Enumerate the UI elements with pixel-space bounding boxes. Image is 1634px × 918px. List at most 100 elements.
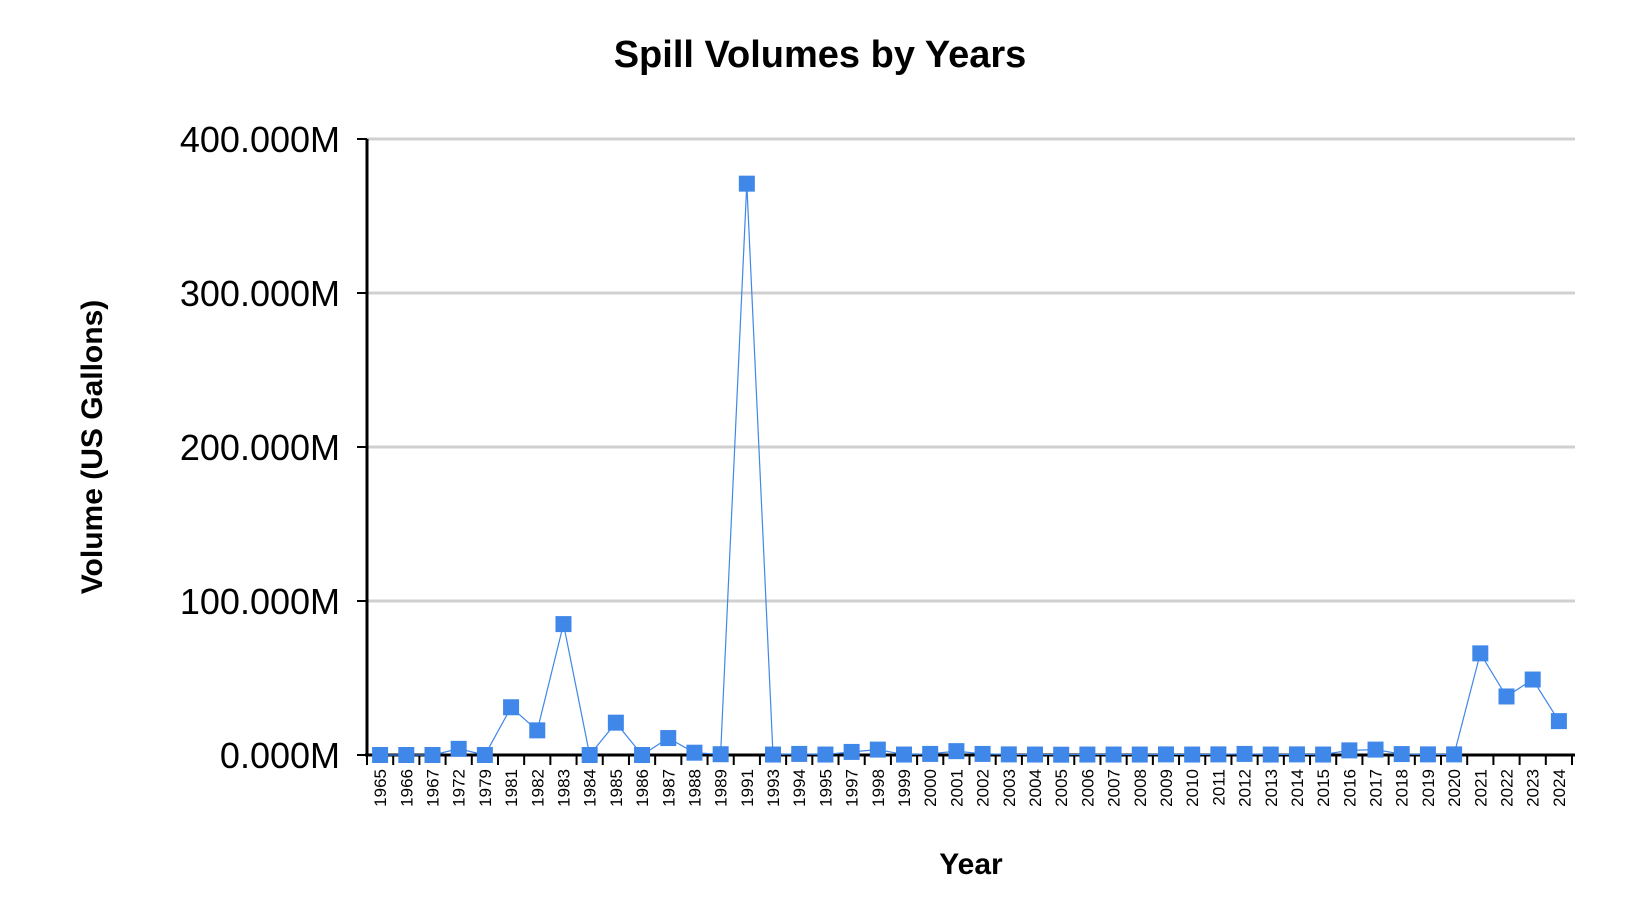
- x-tick-label: 2021: [1471, 769, 1490, 807]
- x-tick-label: 2006: [1078, 769, 1097, 807]
- x-tick-label: 1979: [476, 769, 495, 807]
- data-point-2019: [1419, 746, 1436, 763]
- x-tick-label: 2022: [1498, 769, 1517, 807]
- series-line-group: [380, 183, 1560, 757]
- data-point-1998: [869, 741, 886, 758]
- y-tick-label: 400.000M: [180, 119, 340, 160]
- x-tick-label: 2012: [1236, 769, 1255, 807]
- data-point-2018: [1393, 746, 1410, 763]
- x-tick-label: 1986: [633, 769, 652, 807]
- data-point-2002: [974, 745, 991, 762]
- data-point-2017: [1367, 741, 1384, 758]
- x-tick-label: 1965: [371, 769, 390, 807]
- data-point-2014: [1288, 746, 1305, 763]
- x-tick-label: 1984: [581, 769, 600, 807]
- x-tick-label: 2016: [1340, 769, 1359, 807]
- x-tick-label: 1972: [450, 769, 469, 807]
- data-point-2023: [1524, 671, 1541, 688]
- data-point-2010: [1184, 746, 1201, 763]
- data-point-2015: [1315, 746, 1332, 763]
- x-tick-label: 2018: [1393, 769, 1412, 807]
- x-tick-label: 2014: [1288, 769, 1307, 807]
- x-tick-label: 2002: [974, 769, 993, 807]
- y-tick-label: 300.000M: [180, 273, 340, 314]
- x-tick-label: 1998: [869, 769, 888, 807]
- data-point-2024: [1550, 713, 1567, 730]
- data-point-2016: [1341, 742, 1358, 759]
- data-point-2012: [1236, 745, 1253, 762]
- x-tick-label: 1989: [712, 769, 731, 807]
- data-point-1985: [607, 714, 624, 731]
- x-tick-label: 1988: [685, 769, 704, 807]
- gridlines: [367, 137, 1575, 603]
- x-tick-label: 2019: [1419, 769, 1438, 807]
- x-tick-label: 1994: [790, 769, 809, 807]
- data-point-2005: [1053, 746, 1070, 763]
- x-axis-title: Year: [939, 848, 1003, 881]
- data-point-1967: [424, 747, 441, 763]
- x-tick-label: 2017: [1367, 769, 1386, 807]
- data-point-1987: [660, 730, 677, 747]
- x-tick-label: 2009: [1157, 769, 1176, 807]
- y-tick-label: 0.000M: [220, 735, 340, 776]
- x-tick-label: 2008: [1131, 769, 1150, 807]
- data-point-1982: [529, 722, 546, 739]
- data-point-2007: [1105, 746, 1122, 763]
- data-point-1995: [817, 746, 834, 763]
- x-tick-label: 1985: [607, 769, 626, 807]
- data-point-1965: [372, 747, 389, 763]
- data-point-2013: [1262, 746, 1279, 763]
- data-point-2022: [1498, 688, 1515, 705]
- data-point-1984: [581, 747, 598, 763]
- x-tick-label: 2020: [1445, 769, 1464, 807]
- chart-title: Spill Volumes by Years: [614, 34, 1027, 76]
- x-tick-label: 1982: [528, 769, 547, 807]
- series-line: [380, 183, 1560, 757]
- x-tick-label: 2013: [1262, 769, 1281, 807]
- data-point-1997: [843, 743, 860, 760]
- data-point-2011: [1210, 746, 1227, 763]
- x-tick-label: 2001: [947, 769, 966, 807]
- data-point-1966: [398, 747, 415, 763]
- data-point-1991: [738, 175, 755, 192]
- x-tick-label: 2015: [1314, 769, 1333, 807]
- data-point-1972: [450, 740, 467, 757]
- data-point-2003: [1000, 746, 1017, 763]
- data-point-1986: [634, 747, 651, 763]
- x-tick-label: 2024: [1550, 769, 1569, 807]
- x-tick-label: 1995: [816, 769, 835, 807]
- x-tick-label: 2007: [1105, 769, 1124, 807]
- data-point-1993: [765, 746, 782, 763]
- x-tick-label: 1981: [502, 769, 521, 807]
- x-tick-label: 1987: [659, 769, 678, 807]
- x-tick-label: 2005: [1052, 769, 1071, 807]
- x-tick-label: 1966: [397, 769, 416, 807]
- x-tick-label: 2011: [1209, 769, 1228, 806]
- data-point-2004: [1026, 746, 1043, 763]
- data-point-2020: [1446, 746, 1463, 763]
- x-tick-label: 2003: [1000, 769, 1019, 807]
- y-axis-title: Volume (US Gallons): [76, 300, 109, 594]
- data-point-1983: [555, 616, 572, 633]
- data-point-2009: [1157, 746, 1174, 763]
- x-tick-label: 2004: [1026, 769, 1045, 807]
- x-tick-label: 1999: [895, 769, 914, 807]
- x-tick-label: 2010: [1183, 769, 1202, 807]
- data-point-1989: [712, 746, 729, 763]
- x-tick-label: 1967: [423, 769, 442, 807]
- y-tick-labels: 0.000M 100.000M 200.000M 300.000M 400.000M: [180, 119, 367, 776]
- x-tick-label: 1991: [738, 769, 757, 807]
- x-tick-label: 1983: [554, 769, 573, 807]
- y-tick-label: 100.000M: [180, 581, 340, 622]
- data-point-2006: [1079, 746, 1096, 763]
- data-point-1981: [503, 699, 520, 716]
- x-tick-label: 2000: [921, 769, 940, 807]
- data-point-2000: [922, 745, 939, 762]
- data-point-2021: [1472, 645, 1489, 662]
- x-tick-label: 1997: [843, 769, 862, 807]
- x-tick-label: 2023: [1524, 769, 1543, 807]
- y-tick-label: 200.000M: [180, 427, 340, 468]
- data-point-1994: [791, 745, 808, 762]
- data-point-1979: [476, 747, 493, 763]
